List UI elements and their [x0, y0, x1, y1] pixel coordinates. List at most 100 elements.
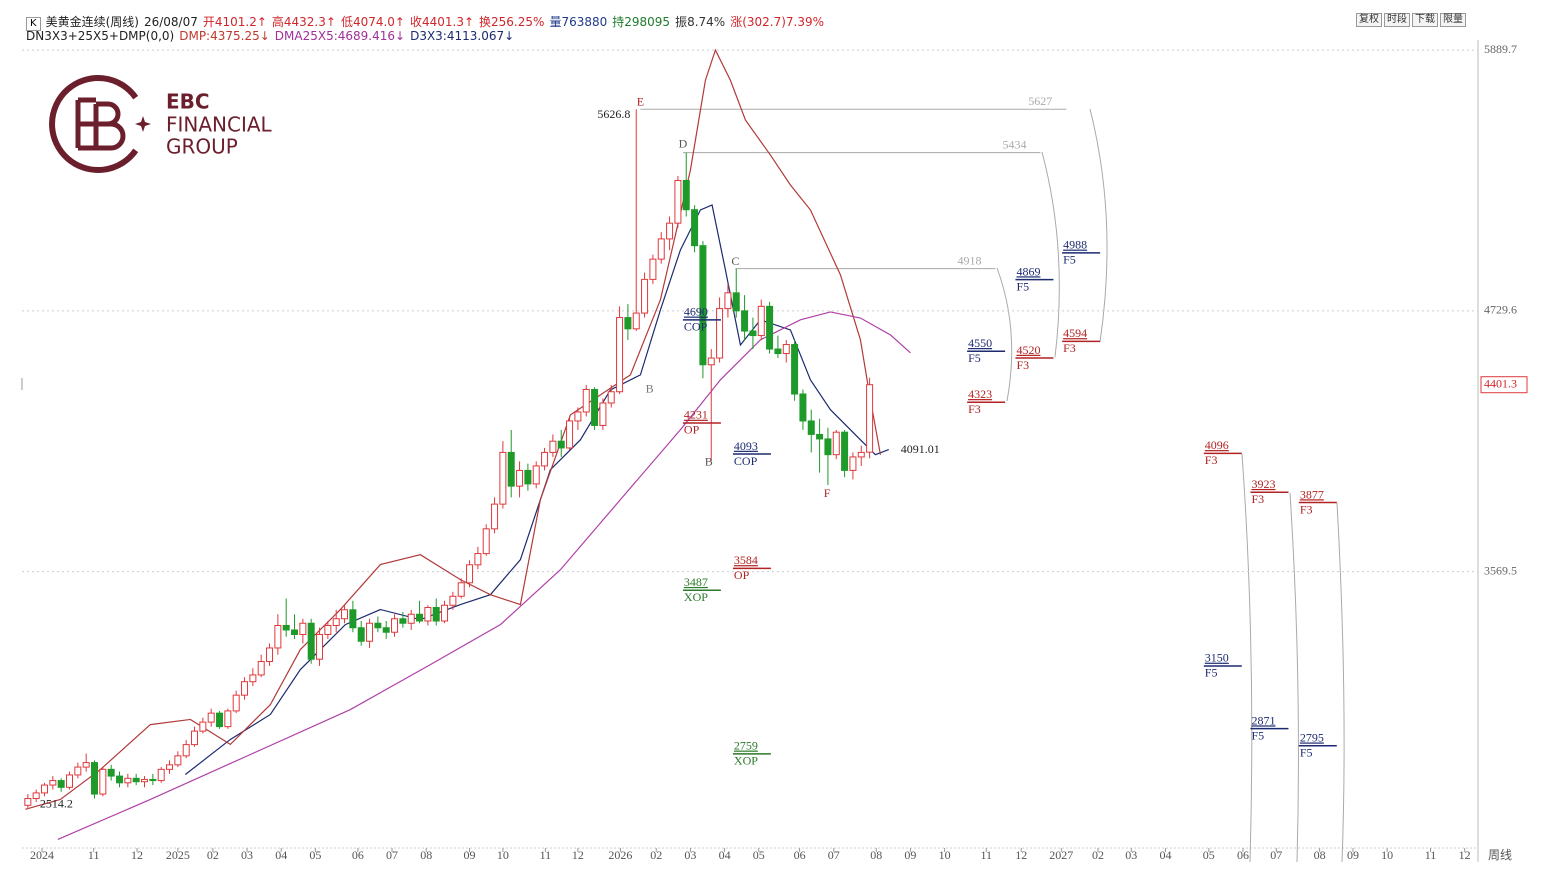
- candle-body: [366, 622, 374, 642]
- logo-star: [135, 116, 151, 132]
- level-value: 4988: [1063, 238, 1087, 252]
- level-tag: F3: [1251, 492, 1264, 506]
- x-tick-label: 12: [131, 848, 143, 862]
- candle-body: [574, 411, 582, 422]
- candle-body: [516, 469, 524, 487]
- x-tick-label: 04: [719, 848, 731, 862]
- x-tick-label: 2025: [166, 848, 190, 862]
- candle-body: [307, 622, 315, 660]
- candle-body: [482, 528, 490, 555]
- header: K 美黄金连续(周线) 26/08/07 开4101.2↑ 高4432.3↑ 低4074.…: [26, 13, 829, 31]
- level-tag: COP: [734, 454, 758, 468]
- x-tick-label: 05: [753, 848, 765, 862]
- candle-body: [541, 451, 549, 467]
- x-tick-label: 02: [650, 848, 662, 862]
- candle-body: [824, 438, 832, 456]
- indicator-item: DN3X3+25X5+DMP(0,0): [26, 29, 175, 43]
- toolbar-button[interactable]: 复权: [1356, 13, 1382, 27]
- header-item: 收4401.3↑: [409, 15, 475, 29]
- candle-body: [316, 633, 324, 660]
- toolbar-button[interactable]: 时段: [1384, 13, 1410, 27]
- x-tick-label: 09: [904, 848, 916, 862]
- x-tick-label: 08: [420, 848, 432, 862]
- logo-e: [75, 97, 96, 151]
- y-tick-label: 4729.6: [1484, 303, 1517, 317]
- header-item: 美黄金连续(周线): [45, 15, 139, 29]
- level-value: 4231: [684, 408, 708, 422]
- candle-body: [149, 778, 157, 782]
- candle-body: [557, 440, 565, 449]
- x-tick-label: 11: [88, 848, 100, 862]
- candle-body: [649, 258, 657, 280]
- toolbar-button[interactable]: 限量: [1440, 13, 1466, 27]
- indicator-item: D3X3:4113.067↓: [410, 29, 515, 43]
- logo-text: FINANCIAL: [166, 113, 273, 137]
- header-item: 高4432.3↑: [271, 15, 336, 29]
- candle-body: [799, 393, 807, 422]
- y-tick-label: 3569.5: [1484, 563, 1517, 577]
- candle-body: [716, 308, 724, 359]
- x-tick-label: 12: [572, 848, 584, 862]
- x-tick-label: 06: [352, 848, 364, 862]
- projection-label: 5627: [1028, 94, 1052, 108]
- toolbar: 复权 时段 下载 限量: [1356, 13, 1468, 27]
- x-tick-label: 02: [1092, 848, 1104, 862]
- candle-body: [749, 330, 757, 337]
- header-item: 低4074.0↑: [340, 15, 405, 29]
- candle-body: [857, 451, 865, 458]
- level-value: 4096: [1205, 438, 1229, 452]
- level-value: 4550: [968, 336, 992, 350]
- candle-body: [374, 622, 382, 629]
- candle-body: [624, 317, 632, 330]
- candle-body: [549, 440, 557, 453]
- projection-label: 5434: [1002, 137, 1026, 151]
- x-tick-label: 05: [309, 848, 321, 862]
- candle-body: [841, 431, 849, 471]
- candle-body: [299, 622, 307, 635]
- candle-body: [524, 469, 532, 485]
- candle-body: [282, 624, 290, 631]
- candle-body: [674, 179, 682, 224]
- header-item: 持298095: [612, 15, 671, 29]
- x-tick-label: 09: [1347, 848, 1359, 862]
- level-value: 3487: [684, 575, 708, 589]
- level-tag: F5: [968, 351, 981, 365]
- level-tag: F5: [1251, 728, 1264, 742]
- header-item: 换256.25%: [479, 15, 545, 29]
- candle-body: [32, 792, 40, 800]
- candle-body: [407, 613, 415, 624]
- level-tag: OP: [734, 568, 750, 582]
- candle-body: [182, 744, 190, 757]
- bracket: [1336, 502, 1345, 863]
- x-tick-label: 08: [1314, 848, 1326, 862]
- candle-body: [499, 451, 507, 505]
- candle-body: [432, 607, 440, 622]
- x-axis-label: 周线: [1488, 848, 1512, 862]
- candle-body: [24, 798, 32, 806]
- toolbar-button[interactable]: 下载: [1412, 13, 1438, 27]
- header-item: 量763880: [549, 15, 608, 29]
- bracket: [1241, 453, 1253, 863]
- annotation: 5626.8: [597, 107, 630, 121]
- level-tag: F3: [1063, 341, 1076, 355]
- logo-text: GROUP: [166, 135, 238, 159]
- x-tick-label: 09: [464, 848, 476, 862]
- indicator-line: [25, 48, 882, 810]
- level-value: 2795: [1300, 730, 1324, 744]
- level-value: 3150: [1205, 651, 1229, 665]
- candle-body: [124, 777, 132, 784]
- annotation: 4091.01: [901, 442, 940, 456]
- candle-body: [449, 595, 457, 606]
- wave-label: C: [731, 254, 739, 268]
- candle-body: [391, 618, 399, 633]
- candle-body: [241, 681, 249, 696]
- x-tick-label: 12: [1459, 848, 1471, 862]
- x-tick-label: 11: [1425, 848, 1437, 862]
- candle-body: [532, 465, 540, 485]
- candle-body: [49, 780, 57, 786]
- candle-body: [816, 433, 824, 440]
- candle-body: [582, 388, 590, 413]
- level-value: 4594: [1063, 326, 1087, 340]
- bracket: [996, 267, 1013, 402]
